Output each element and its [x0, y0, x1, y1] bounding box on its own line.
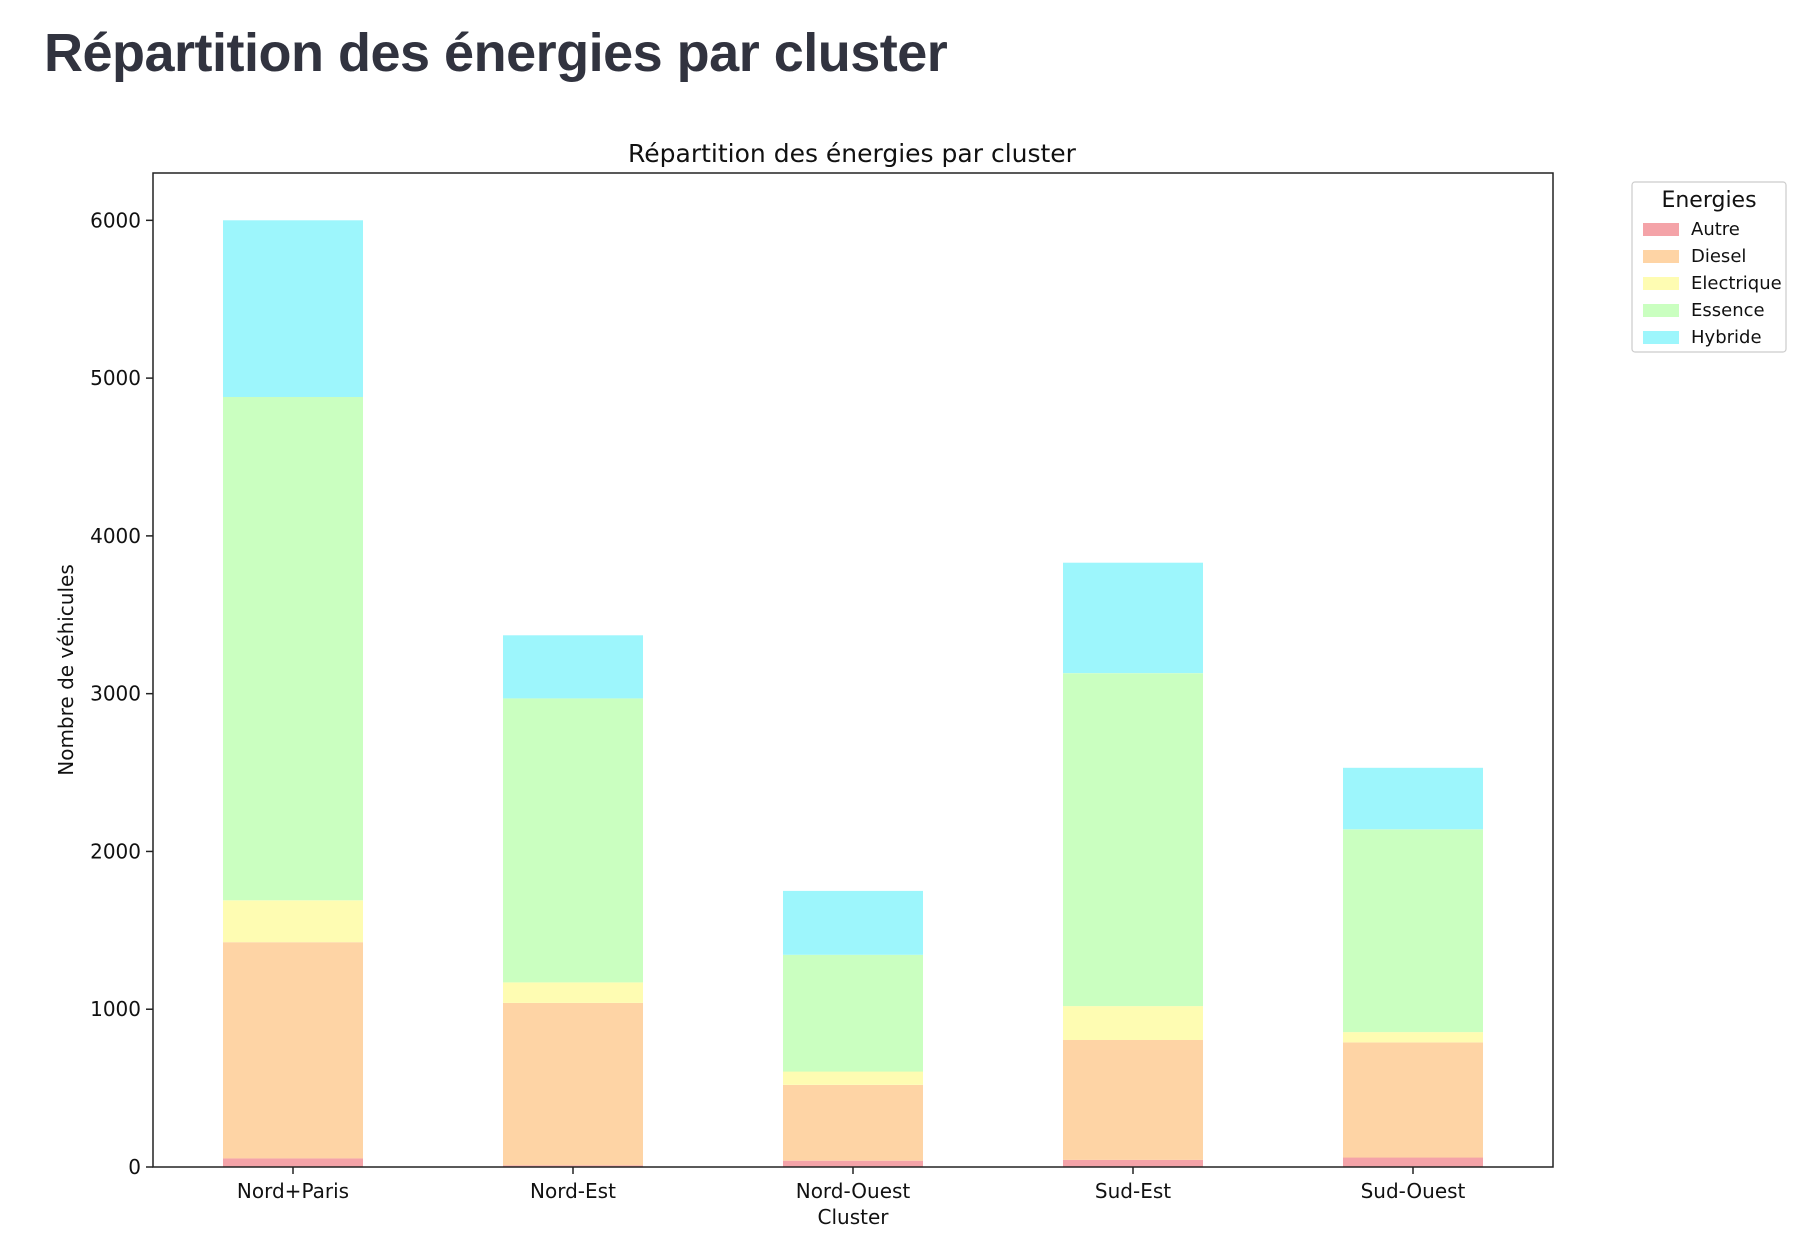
y-tick-label: 6000	[90, 208, 141, 232]
legend-label-diesel: Diesel	[1691, 246, 1746, 267]
bar-nord-est-autre	[503, 1165, 643, 1167]
x-axis: Nord+Paris Nord-Est Nord-Ouest Sud-Est Sud-O…	[237, 1167, 1466, 1203]
legend-swatch-diesel	[1643, 250, 1679, 263]
bar-sud-ouest-electrique	[1343, 1032, 1483, 1043]
bar-nord-est-hybride	[503, 635, 643, 699]
legend-label-essence: Essence	[1691, 300, 1765, 321]
y-tick-label: 3000	[90, 682, 141, 706]
legend-swatch-essence	[1643, 304, 1679, 317]
bar-sud-est-autre	[1063, 1159, 1203, 1167]
bar-sud-est-diesel	[1063, 1040, 1203, 1160]
bar-sud-est-electrique	[1063, 1006, 1203, 1040]
bar-nord-est-essence	[503, 698, 643, 983]
bar-sud-ouest-autre	[1343, 1157, 1483, 1167]
y-axis: 0 1000 2000 3000 4000 5000 6000	[90, 208, 153, 1179]
x-tick-label: Nord-Ouest	[796, 1179, 911, 1203]
bar-nord-ouest-electrique	[783, 1071, 923, 1085]
y-tick-label: 0	[128, 1155, 141, 1179]
legend-title: Energies	[1661, 188, 1756, 213]
legend-label-electrique: Electrique	[1691, 273, 1782, 294]
y-tick-label: 5000	[90, 366, 141, 390]
bar-sud-est-hybride	[1063, 562, 1203, 674]
bar-sud-ouest-diesel	[1343, 1042, 1483, 1158]
x-axis-label: Cluster	[818, 1205, 890, 1229]
bar-nord-paris-electrique	[223, 900, 363, 943]
bar-nord-paris-diesel	[223, 942, 363, 1159]
x-tick-label: Sud-Est	[1095, 1179, 1171, 1203]
bar-sud-est-essence	[1063, 673, 1203, 1007]
bar-nord-ouest-diesel	[783, 1085, 923, 1161]
y-axis-label: Nombre de véhicules	[54, 564, 78, 776]
chart-title: Répartition des énergies par cluster	[628, 139, 1077, 168]
legend-label-autre: Autre	[1691, 219, 1740, 240]
bar-nord-paris-essence	[223, 397, 363, 901]
legend-label-hybride: Hybride	[1691, 327, 1762, 348]
legend: Energies Autre Diesel Electrique Essence Hyb…	[1631, 181, 1787, 353]
bars-group	[223, 220, 1483, 1167]
bar-nord-paris-autre	[223, 1158, 363, 1167]
bar-sud-ouest-essence	[1343, 829, 1483, 1033]
bar-nord-ouest-autre	[783, 1160, 923, 1167]
y-tick-label: 1000	[90, 997, 141, 1021]
legend-swatch-hybride	[1643, 331, 1679, 344]
bar-nord-ouest-hybride	[783, 890, 923, 955]
legend-swatch-autre	[1643, 223, 1679, 236]
bar-nord-paris-hybride	[223, 220, 363, 397]
x-tick-label: Nord+Paris	[237, 1179, 349, 1203]
bar-nord-est-diesel	[503, 1002, 643, 1166]
bar-nord-est-electrique	[503, 982, 643, 1003]
x-tick-label: Nord-Est	[530, 1179, 616, 1203]
legend-swatch-electrique	[1643, 277, 1679, 290]
bar-sud-ouest-hybride	[1343, 767, 1483, 830]
x-tick-label: Sud-Ouest	[1361, 1179, 1466, 1203]
y-tick-label: 2000	[90, 839, 141, 863]
page-heading: Répartition des énergies par cluster	[44, 23, 948, 83]
y-tick-label: 4000	[90, 524, 141, 548]
bar-nord-ouest-essence	[783, 954, 923, 1072]
